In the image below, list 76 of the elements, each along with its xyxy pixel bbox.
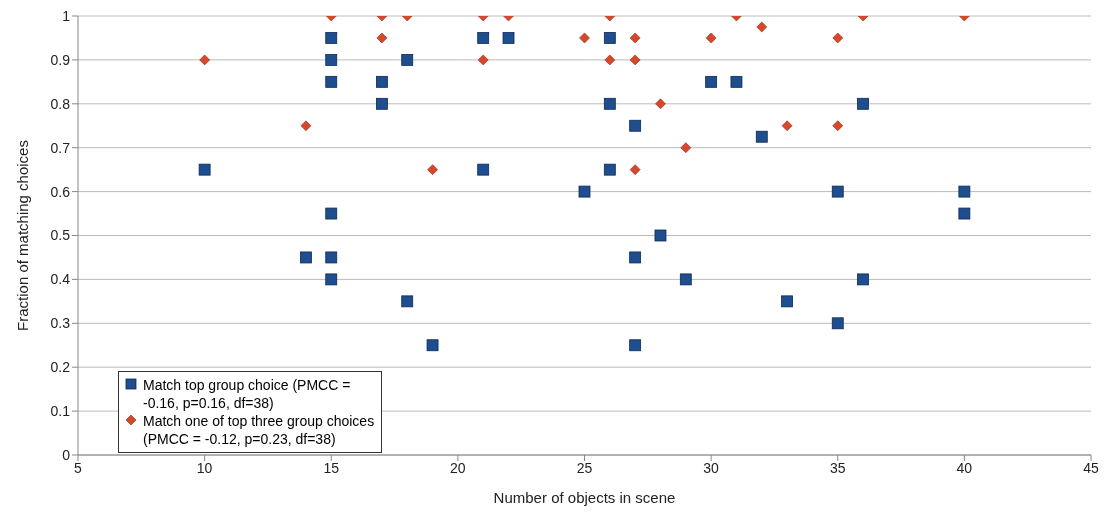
- point: [730, 75, 743, 88]
- point: [199, 54, 210, 66]
- point: [578, 185, 591, 198]
- point: [300, 120, 312, 132]
- point: [629, 32, 641, 44]
- point: [604, 54, 616, 66]
- point: [629, 54, 641, 66]
- point: [857, 273, 869, 286]
- point: [325, 75, 338, 88]
- point: [502, 32, 515, 44]
- point: [376, 97, 388, 110]
- point: [832, 32, 844, 44]
- x-tick-label: 35: [829, 459, 846, 476]
- point: [831, 317, 844, 330]
- point: [477, 32, 490, 44]
- point: [325, 207, 338, 220]
- y-tick-label: 0.2: [50, 359, 71, 376]
- x-tick-label: 15: [323, 459, 340, 476]
- point: [756, 21, 768, 33]
- point: [781, 120, 793, 132]
- point: [603, 97, 616, 110]
- point: [325, 54, 338, 66]
- point: [427, 164, 438, 175]
- point: [679, 273, 692, 286]
- point: [781, 295, 793, 308]
- point: [705, 75, 718, 88]
- x-tick-label: 10: [196, 459, 213, 476]
- point: [629, 119, 642, 132]
- y-tick-label: 0.1: [50, 403, 71, 420]
- y-tick-label: 0.9: [50, 51, 71, 68]
- point: [629, 339, 642, 352]
- y-tick-label: 0.6: [50, 183, 71, 200]
- point: [376, 75, 388, 88]
- point: [755, 130, 768, 143]
- point: [832, 120, 844, 132]
- point: [376, 32, 388, 44]
- y-tick-label: 0.7: [50, 139, 71, 156]
- point: [325, 273, 338, 286]
- y-tick-label: 0.4: [50, 271, 71, 288]
- point: [325, 32, 338, 44]
- point: [857, 97, 869, 110]
- point: [655, 98, 666, 110]
- point: [705, 32, 717, 44]
- y-tick-label: 0.3: [50, 315, 71, 332]
- point: [401, 295, 414, 308]
- x-tick-label: 40: [956, 459, 973, 476]
- point: [477, 54, 489, 66]
- point: [477, 163, 490, 176]
- x-tick-label: 25: [576, 459, 593, 476]
- point: [426, 339, 439, 352]
- point: [579, 32, 590, 44]
- point: [198, 163, 211, 176]
- x-tick-label: 45: [1083, 459, 1099, 476]
- point: [629, 251, 642, 264]
- x-tick-label: 5: [74, 459, 83, 476]
- y-tick-label: 0: [62, 446, 71, 463]
- point: [958, 185, 971, 198]
- point: [831, 185, 844, 198]
- x-tick-label: 20: [450, 459, 466, 476]
- point: [629, 164, 641, 175]
- point: [603, 163, 616, 176]
- point: [958, 207, 971, 220]
- x-axis-title: Number of objects in scene: [493, 489, 676, 506]
- point: [680, 142, 692, 153]
- point: [654, 229, 667, 242]
- y-tick-label: 0.8: [50, 95, 71, 112]
- x-tick-label: 30: [703, 459, 720, 476]
- y-tick-label: 0.5: [50, 227, 71, 244]
- point: [603, 32, 616, 44]
- legend-label: Match one of top three group choices (PMCC = -0.12, p=0.23, df=38): [143, 412, 375, 448]
- legend-label: Match top group choice (PMCC = -0.16, p=0.16, df=38): [143, 376, 352, 412]
- point: [325, 251, 338, 264]
- y-axis-title: Fraction of matching choices: [14, 140, 32, 331]
- point: [401, 54, 414, 66]
- y-tick-label: 1: [62, 7, 71, 24]
- point: [300, 251, 312, 264]
